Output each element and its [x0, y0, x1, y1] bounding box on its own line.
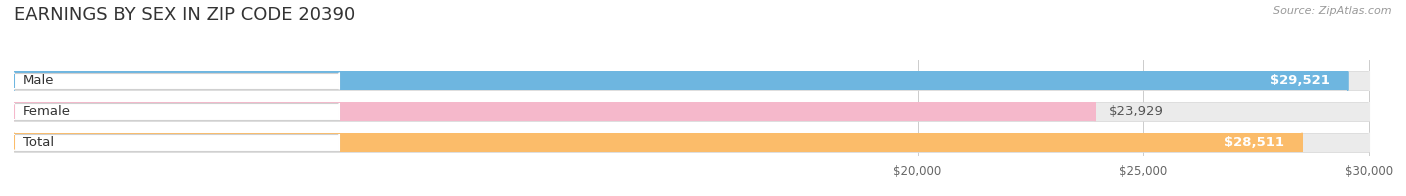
- Text: $28,511: $28,511: [1225, 136, 1284, 149]
- Text: $23,929: $23,929: [1109, 105, 1164, 118]
- Bar: [14, 102, 1095, 121]
- Text: Source: ZipAtlas.com: Source: ZipAtlas.com: [1274, 6, 1392, 16]
- Bar: [14, 133, 1369, 152]
- Bar: [14, 73, 339, 89]
- Text: EARNINGS BY SEX IN ZIP CODE 20390: EARNINGS BY SEX IN ZIP CODE 20390: [14, 6, 356, 24]
- Bar: [14, 102, 1369, 121]
- Bar: [14, 134, 339, 151]
- Text: Female: Female: [22, 105, 72, 118]
- Text: Male: Male: [22, 74, 55, 87]
- Bar: [14, 103, 339, 120]
- Bar: [14, 133, 1302, 152]
- Bar: [14, 72, 1348, 91]
- Text: $29,521: $29,521: [1270, 74, 1330, 87]
- Text: Total: Total: [22, 136, 55, 149]
- Bar: [14, 72, 1369, 91]
